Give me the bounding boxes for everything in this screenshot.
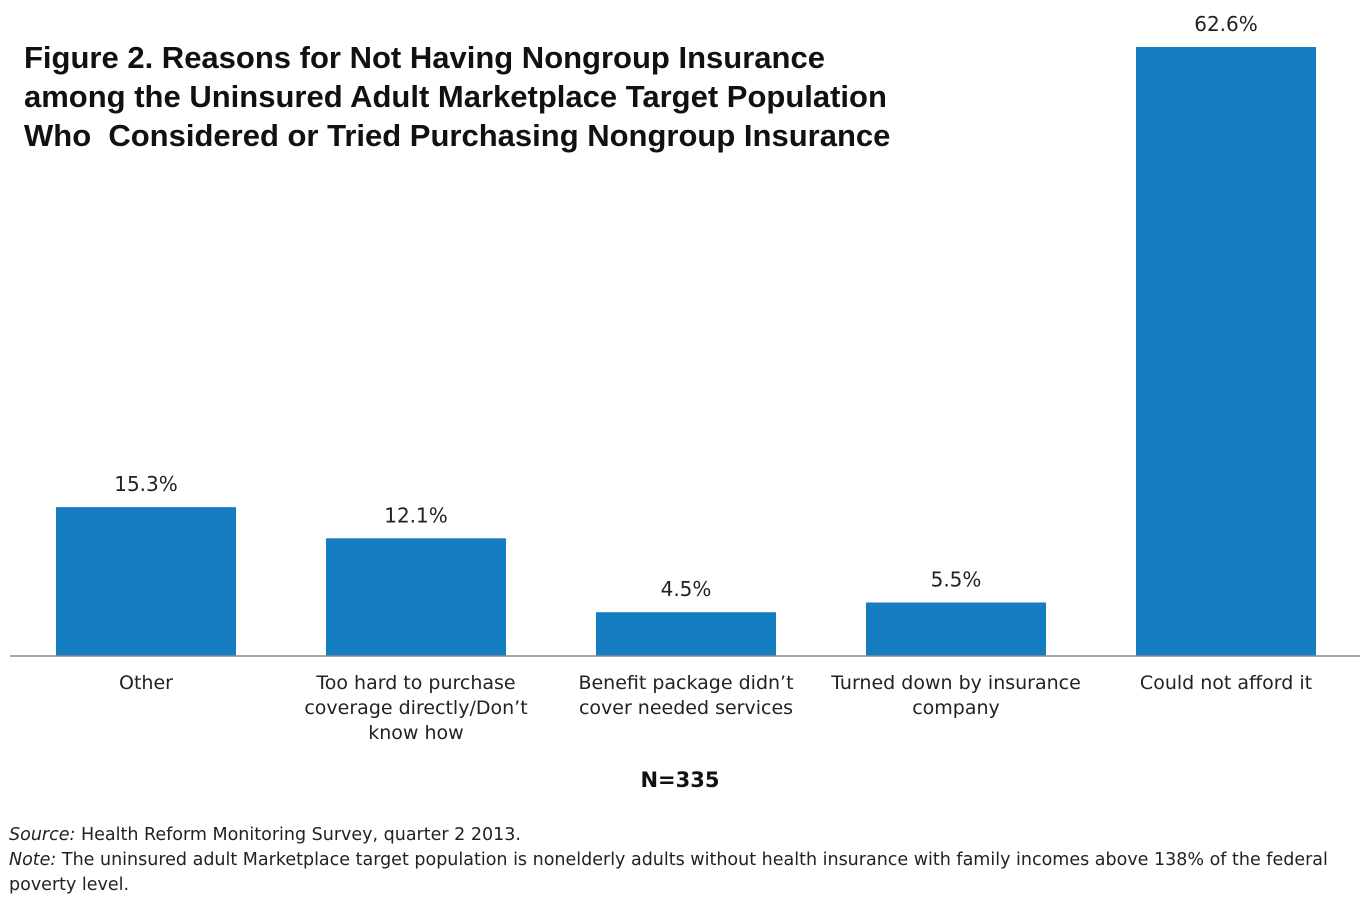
bar-value-label: 4.5% [661, 577, 712, 601]
category-label: Other [119, 672, 173, 694]
category-label: Too hard to purchase coverage directly/D… [304, 672, 528, 744]
bar-value-label: 62.6% [1194, 12, 1258, 36]
bar-3 [866, 602, 1046, 656]
footnotes: Source: Health Reform Monitoring Survey,… [9, 823, 1339, 898]
note-text: The uninsured adult Marketplace target p… [9, 850, 1328, 895]
note: Note: The uninsured adult Marketplace ta… [9, 848, 1339, 898]
source-note: Source: Health Reform Monitoring Survey,… [9, 823, 1339, 848]
source-label: Source: [9, 825, 76, 845]
sample-size-label: N=335 [640, 768, 720, 792]
source-text: Health Reform Monitoring Survey, quarter… [75, 825, 521, 845]
bar-2 [596, 612, 776, 656]
category-label: Turned down by insurance company [831, 672, 1081, 719]
category-label: Benefit package didn’t cover needed serv… [578, 672, 794, 719]
bar-value-label: 15.3% [114, 472, 178, 496]
category-label: Could not afford it [1139, 672, 1313, 694]
value-labels-group: 15.3% 12.1% 4.5% 5.5% 62.6% [114, 12, 1258, 601]
chart-title-line: Who Considered or Tried Purchasing Nongr… [24, 118, 891, 153]
chart-title-line: among the Uninsured Adult Marketplace Ta… [24, 79, 887, 114]
note-label: Note: [9, 850, 57, 870]
bar-0 [56, 507, 236, 656]
bars-group [56, 47, 1316, 656]
chart-title-line: Figure 2. Reasons for Not Having Nongrou… [24, 40, 825, 75]
bar-4 [1136, 47, 1316, 656]
bar-1 [326, 538, 506, 656]
bar-value-label: 5.5% [931, 567, 982, 591]
bar-value-label: 12.1% [384, 503, 448, 527]
chart-title: Figure 2. Reasons for Not Having Nongrou… [24, 38, 1004, 155]
